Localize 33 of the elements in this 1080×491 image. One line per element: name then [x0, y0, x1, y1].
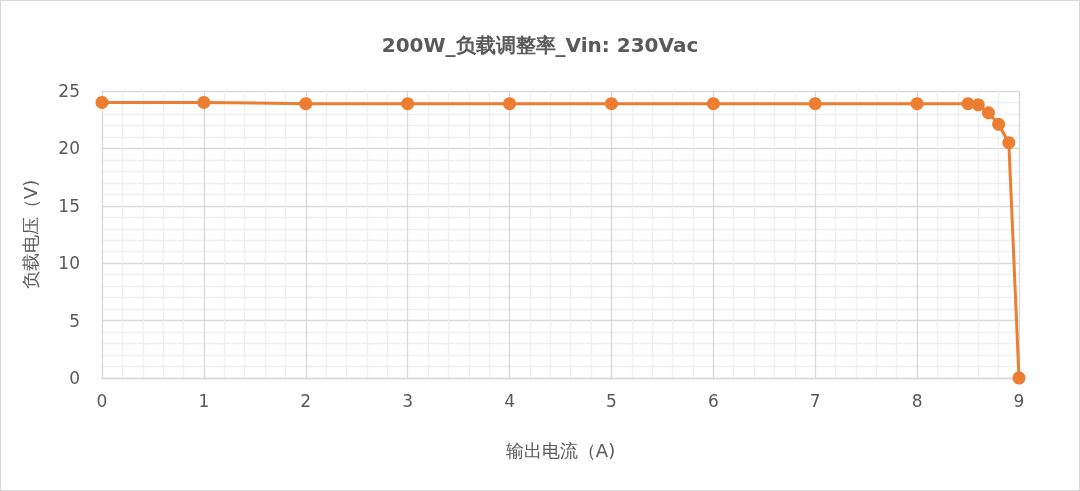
x-tick-label: 6: [707, 390, 719, 411]
y-tick-label: 25: [58, 81, 80, 101]
y-tick-label: 0: [69, 368, 80, 388]
y-tick-label: 5: [69, 310, 80, 331]
y-tick-label: 10: [58, 253, 80, 274]
point: [910, 97, 924, 111]
point: [992, 117, 1006, 131]
point: [971, 98, 985, 112]
x-tick-label: 3: [402, 390, 414, 411]
point: [197, 95, 211, 109]
y-tick-label: 20: [58, 138, 80, 159]
x-tick-label: 9: [1013, 390, 1025, 411]
point: [299, 97, 313, 111]
x-tick-label: 5: [606, 390, 617, 411]
point: [981, 106, 995, 120]
point: [1012, 371, 1026, 385]
x-tick-label: 4: [504, 390, 515, 411]
y-tick-label: 15: [58, 195, 80, 216]
point: [1002, 136, 1016, 150]
x-axis-title: 输出电流（A): [505, 439, 616, 461]
x-tick-label: 7: [809, 390, 821, 411]
x-tick-label: 1: [198, 390, 210, 411]
x-tick-label: 2: [300, 390, 312, 411]
point: [706, 97, 720, 111]
x-tick-label: 8: [911, 390, 923, 411]
chart-title: 200W_负载调整率_Vin: 230Vac: [381, 33, 699, 57]
x-tick-label: 0: [96, 390, 108, 411]
point: [95, 95, 109, 109]
y-axis-title: 负载电压（V): [19, 179, 41, 290]
point: [401, 97, 415, 111]
point: [808, 97, 822, 111]
point: [604, 97, 618, 111]
point: [503, 97, 517, 111]
